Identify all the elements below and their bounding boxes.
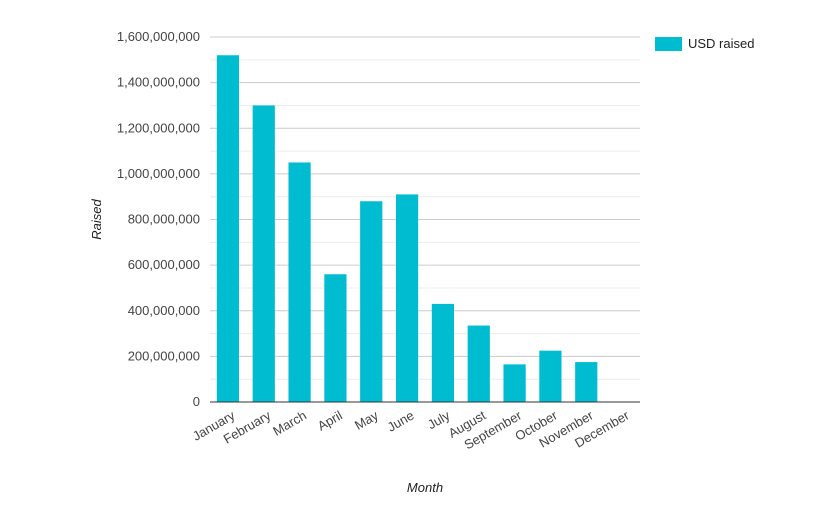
x-tick-label: June [385,408,417,435]
y-tick-label: 400,000,000 [128,303,200,318]
bar-march [288,162,311,402]
y-tick-label: 1,400,000,000 [117,75,200,90]
y-axis-title: Raised [89,198,104,239]
y-tick-label: 1,600,000,000 [117,29,200,44]
legend-swatch [655,37,682,51]
x-tick-label: April [315,408,345,434]
bar-february [252,105,275,402]
y-tick-label: 0 [193,394,200,409]
legend-label: USD raised [688,36,754,51]
bar-june [395,194,419,402]
bar-september [503,364,526,402]
bar-august [467,325,490,402]
bar-july [431,303,455,402]
bar-november [575,362,598,402]
gridlines [210,36,640,403]
bar-may [360,201,383,402]
x-tick-label: March [270,408,309,439]
y-tick-label: 600,000,000 [128,257,200,272]
y-tick-label: 200,000,000 [128,348,200,363]
bar-october [539,350,562,402]
bars [216,55,598,402]
legend: USD raised [655,36,754,51]
bar-january [216,55,240,402]
bar-april [324,274,347,402]
y-axis-tick-labels: 0 200,000,000 400,000,000 600,000,000 800,00… [117,29,200,409]
y-tick-label: 1,000,000,000 [117,166,200,181]
x-axis-title: Month [407,480,443,495]
y-tick-label: 800,000,000 [128,212,200,227]
y-tick-label: 1,200,000,000 [117,120,200,135]
x-tick-label: May [352,407,381,433]
